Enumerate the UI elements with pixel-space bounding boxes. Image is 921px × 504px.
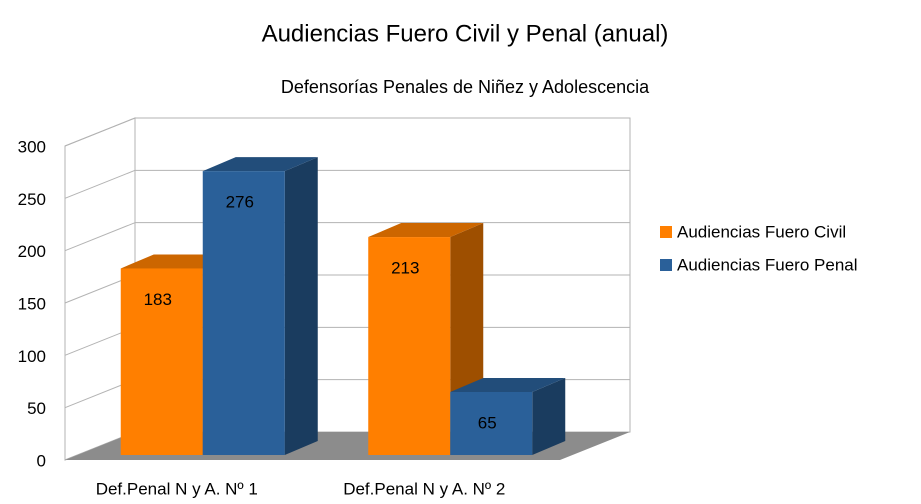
y-tick-label: 300 [18,137,46,156]
bar [450,391,533,455]
legend-swatch [660,226,672,238]
bar [368,237,451,455]
y-tick-label: 150 [18,294,46,313]
y-tick-label: 100 [18,347,46,366]
y-tick-label: 200 [18,242,46,261]
bar-top [202,157,318,172]
y-tick-label: 250 [18,190,46,209]
bar-side [532,377,566,455]
y-tick-label: 50 [27,399,46,418]
x-tick-label: Def.Penal N y A. Nº 1 [96,479,258,498]
grid-line [64,117,136,147]
bar-side [284,157,318,455]
y-tick-label: 0 [37,451,46,470]
data-label: 276 [226,193,254,212]
grid-line [64,169,136,199]
bar [120,268,203,455]
legend-swatch [660,259,672,271]
chart-subtitle: Defensorías Penales de Niñez y Adolescen… [281,77,650,97]
chart-title: Audiencias Fuero Civil y Penal (anual) [262,20,669,47]
legend-label: Audiencias Fuero Penal [677,255,858,274]
legend-label: Audiencias Fuero Civil [677,222,846,241]
data-label: 65 [478,413,497,432]
x-tick-label: Def.Penal N y A. Nº 2 [343,479,505,498]
bar [202,171,285,455]
data-label: 213 [391,259,419,278]
bar-top [450,377,566,392]
bar-top [368,223,484,238]
grid-line [64,222,136,252]
data-label: 183 [144,290,172,309]
